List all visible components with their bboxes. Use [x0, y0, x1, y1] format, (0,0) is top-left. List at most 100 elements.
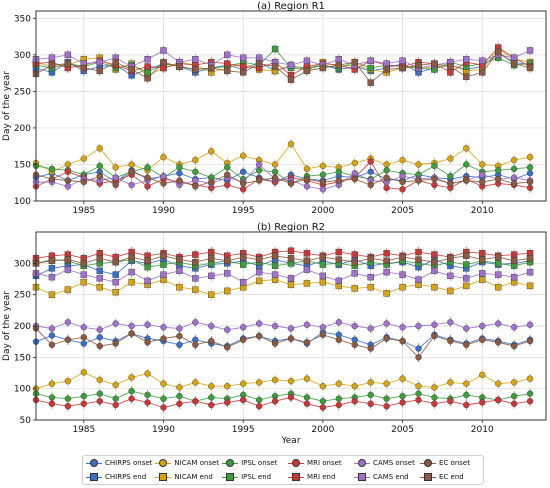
legend-marker [288, 459, 305, 467]
data-point [463, 380, 470, 387]
data-point [431, 162, 438, 170]
data-point [48, 175, 56, 183]
x-tick-label: 2010 [471, 425, 494, 435]
data-point [510, 324, 518, 331]
data-point [208, 272, 215, 280]
data-point [160, 58, 167, 66]
data-point [287, 76, 295, 83]
data-point [431, 283, 438, 291]
data-point [208, 64, 215, 72]
y-tick-label: 300 [14, 259, 31, 269]
data-point [96, 334, 103, 341]
data-point [335, 277, 343, 285]
data-point [239, 152, 247, 159]
data-point [463, 145, 470, 152]
data-point [510, 165, 518, 173]
data-point [144, 370, 151, 377]
data-point [367, 283, 374, 291]
data-point [399, 186, 406, 193]
series-line [35, 371, 531, 390]
data-point [319, 272, 327, 280]
data-point [271, 45, 279, 53]
data-point [176, 177, 183, 184]
data-point [463, 252, 470, 260]
data-point [351, 341, 358, 348]
data-point [479, 371, 486, 379]
data-point [383, 290, 390, 297]
data-point [303, 57, 311, 64]
data-point [494, 283, 502, 291]
data-point [335, 61, 343, 69]
data-point [176, 164, 183, 171]
data-point [64, 336, 72, 343]
data-point [224, 399, 231, 406]
data-point [383, 380, 390, 387]
data-point [526, 64, 534, 72]
data-point [176, 63, 183, 70]
series-line [35, 328, 531, 358]
y-tick-label: 200 [14, 124, 31, 134]
data-point [96, 283, 103, 291]
data-point [303, 165, 311, 173]
data-point [463, 177, 470, 184]
data-point [526, 398, 534, 405]
data-point [192, 156, 199, 164]
data-point [192, 251, 199, 258]
data-point [96, 267, 103, 275]
data-point [80, 260, 88, 267]
x-axis-label: Year [280, 436, 300, 446]
data-point [80, 271, 88, 278]
data-point [303, 339, 311, 346]
data-point [399, 178, 406, 186]
data-point [48, 257, 56, 265]
legend-item-nicam-onset: NICAM onset [152, 456, 219, 470]
legend-marker [222, 473, 239, 481]
series-cams-end [32, 264, 534, 288]
data-point [271, 376, 279, 384]
data-point [255, 256, 263, 263]
legend-item-mri-end: MRI end [285, 470, 351, 484]
data-point [128, 66, 135, 73]
data-point [319, 324, 327, 331]
legend-item-ec-onset: EC onset [417, 456, 483, 470]
y-tick-label: 50 [20, 416, 32, 426]
data-point [319, 178, 327, 186]
data-point [255, 379, 263, 386]
data-point [335, 319, 343, 326]
data-point [96, 58, 103, 66]
data-point [335, 401, 343, 409]
data-point [510, 156, 518, 164]
data-point [239, 261, 247, 268]
data-point [399, 283, 406, 291]
data-point [255, 177, 263, 184]
data-point [144, 75, 151, 82]
data-point [144, 174, 151, 181]
data-point [319, 64, 327, 72]
data-point [335, 256, 343, 263]
data-point [271, 262, 279, 270]
data-point [176, 256, 183, 263]
series-line [35, 143, 531, 173]
series-ec-onset [32, 323, 534, 363]
data-point [224, 326, 231, 333]
data-point [80, 400, 88, 407]
data-point [271, 252, 279, 260]
data-point [463, 161, 470, 168]
data-point [351, 251, 358, 258]
series-mri-end [32, 42, 534, 81]
data-point [128, 322, 135, 330]
data-point [479, 270, 486, 277]
series-line [35, 52, 531, 76]
data-point [239, 54, 247, 61]
data-point [383, 403, 390, 410]
data-point [287, 325, 295, 332]
data-point [319, 171, 327, 178]
data-point [271, 322, 279, 330]
data-point [447, 272, 454, 280]
data-point [192, 286, 199, 293]
data-point [303, 280, 311, 287]
data-point [144, 391, 151, 399]
data-point [447, 319, 454, 326]
data-point [494, 175, 502, 183]
data-point [160, 172, 167, 180]
